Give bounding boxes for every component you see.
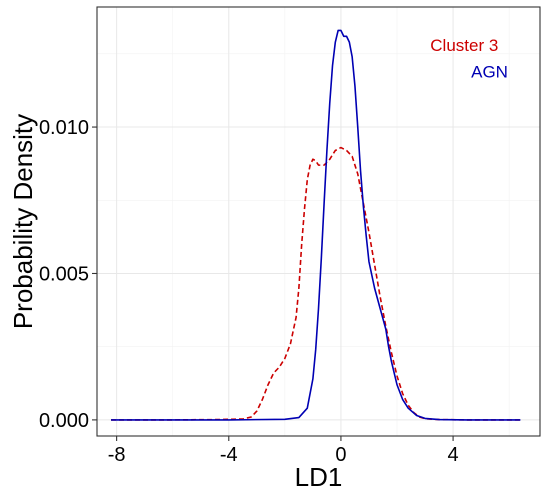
x-tick-label: 0: [335, 444, 346, 466]
y-tick-label: 0.010: [39, 117, 89, 139]
x-tick-label: -8: [108, 444, 126, 466]
x-axis-title: LD1: [295, 462, 343, 492]
panel-border: [96, 6, 541, 437]
series-line-cluster-3: [111, 146, 521, 421]
series-line-agn: [111, 29, 521, 421]
y-tick-label: 0.000: [39, 410, 89, 432]
x-tick-label: 4: [448, 444, 459, 466]
y-axis-title: Probability Density: [8, 114, 38, 329]
annotation-cluster-3: Cluster 3: [430, 36, 498, 55]
plot-panel: [97, 7, 540, 436]
y-tick-label: 0.005: [39, 263, 89, 285]
annotation-agn: AGN: [471, 62, 508, 81]
x-tick-label: -4: [220, 444, 238, 466]
